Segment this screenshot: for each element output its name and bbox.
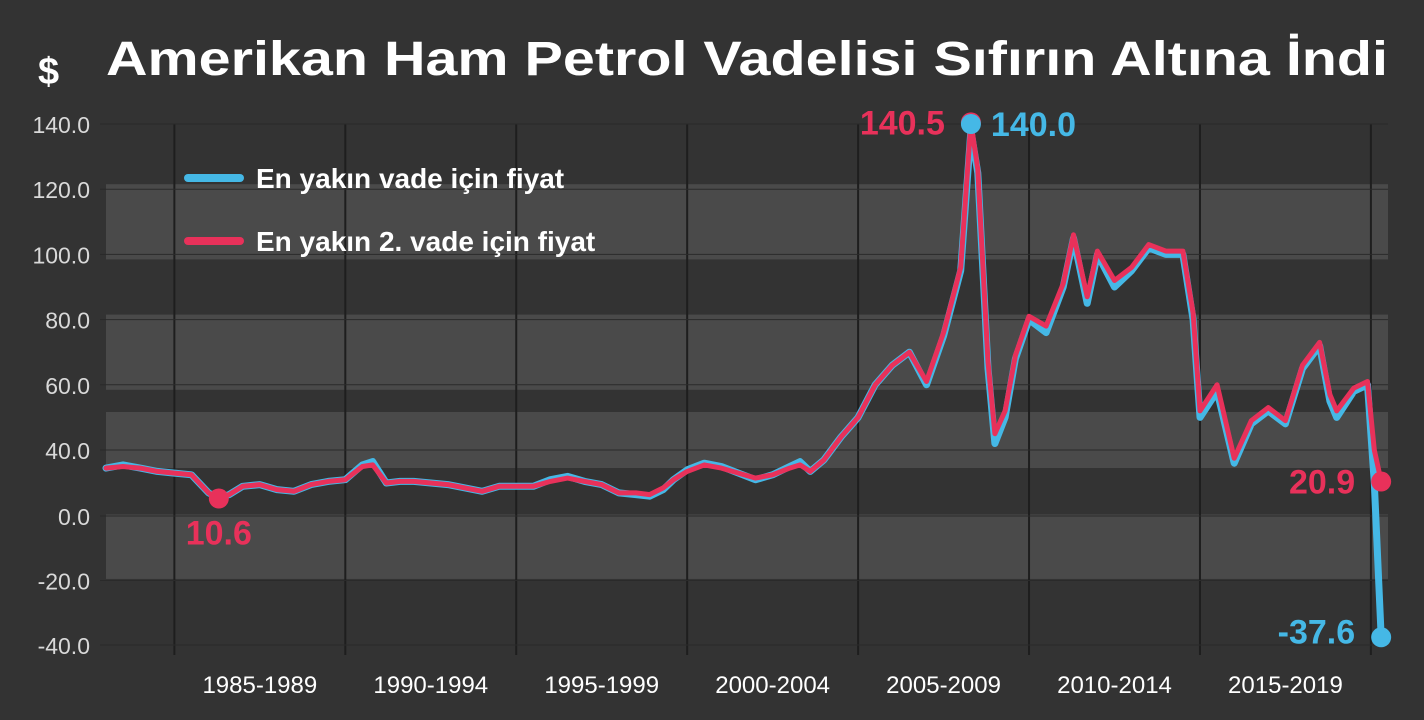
- annotations: 10.6 140.5 140.0 20.9 -37.6: [186, 104, 1392, 651]
- chart-title: Amerikan Ham Petrol Vadelisi Sıfırın Alt…: [106, 33, 1388, 86]
- annotation-dot: [1371, 471, 1392, 492]
- y-axis-ticks: 140.0 120.0 100.0 80.0 60.0 40.0 0.0 -20.0 -40.0: [32, 112, 90, 659]
- legend-label-second-month: En yakın 2. vade için fiyat: [256, 226, 595, 257]
- y-tick-label: -40.0: [38, 633, 90, 659]
- currency-symbol: $: [38, 51, 59, 93]
- background-band: [106, 314, 1388, 390]
- series-line-second-month: [103, 119, 1384, 501]
- y-tick-label: 80.0: [45, 308, 90, 334]
- annotation-label: 140.0: [991, 106, 1076, 144]
- annotation-label: 140.5: [860, 104, 945, 142]
- annotation-dot: [208, 488, 229, 509]
- x-period-label: 2005-2009: [886, 672, 1001, 699]
- y-tick-label: 120.0: [32, 177, 90, 203]
- x-period-label: 2010-2014: [1057, 672, 1172, 699]
- period-separators: [100, 123, 1388, 655]
- annotation-label: -37.6: [1278, 613, 1356, 651]
- y-tick-label: 60.0: [45, 373, 90, 399]
- x-period-label: 2000-2004: [715, 672, 830, 699]
- legend-label-near-month: En yakın vade için fiyat: [256, 163, 564, 194]
- y-tick-label: 40.0: [45, 438, 90, 464]
- y-tick-label: 0.0: [58, 504, 90, 530]
- annotation-label: 10.6: [186, 515, 252, 553]
- y-tick-label: 100.0: [32, 242, 90, 268]
- x-period-label: 1985-1989: [202, 672, 317, 699]
- background-band: [106, 514, 1388, 579]
- y-tick-label: 140.0: [32, 112, 90, 138]
- x-period-label: 2015-2019: [1228, 672, 1343, 699]
- background-band: [106, 184, 1388, 260]
- annotation-dot: [960, 114, 981, 134]
- background-band: [106, 412, 1388, 468]
- x-period-label: 1990-1994: [373, 672, 488, 699]
- x-period-label: 1995-1999: [544, 672, 659, 699]
- x-axis-period-labels: 1985-1989 1990-1994 1995-1999 2000-2004 2005…: [202, 672, 1342, 699]
- y-tick-label: -20.0: [38, 569, 90, 595]
- legend: En yakın vade için fiyat En yakın 2. vad…: [184, 163, 595, 257]
- background-bands: [106, 184, 1388, 579]
- annotation-dot: [1371, 627, 1392, 648]
- annotation-label: 20.9: [1289, 464, 1355, 502]
- series-lines: [102, 119, 1385, 641]
